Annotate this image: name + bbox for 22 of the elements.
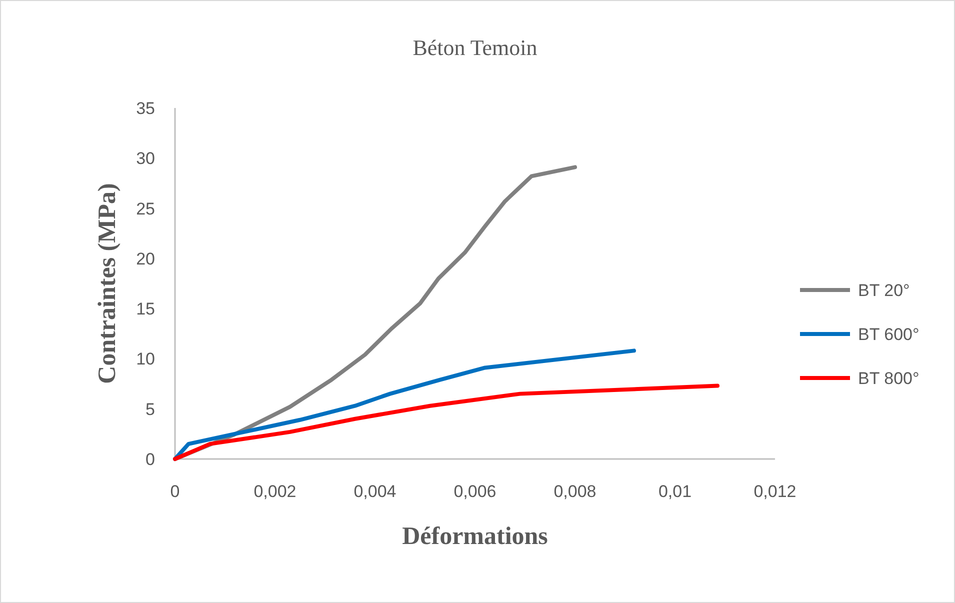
- x-tick-label: 0,004: [354, 482, 396, 501]
- y-tick-label: 15: [136, 300, 155, 319]
- y-tick-label: 10: [136, 350, 155, 369]
- legend-label: BT 20°: [858, 281, 910, 300]
- line-series: [173, 384, 720, 461]
- chart-title: Béton Temoin: [412, 35, 538, 60]
- x-tick-label: 0: [170, 482, 180, 501]
- x-axis-title: Déformations: [402, 523, 548, 550]
- y-tick-label: 20: [136, 249, 155, 268]
- x-tick-label: 0,012: [754, 482, 796, 501]
- y-tick-label: 25: [136, 199, 155, 218]
- y-axis-title: Contraintes (MPa): [94, 183, 121, 384]
- legend-label: BT 600°: [858, 325, 920, 344]
- y-tick-label: 0: [146, 450, 155, 469]
- legend-label: BT 800°: [858, 369, 920, 388]
- x-tick-label: 0,008: [554, 482, 596, 501]
- y-tick-label: 35: [136, 99, 155, 118]
- x-tick-label: 0,01: [658, 482, 692, 501]
- x-tick-label: 0,002: [254, 482, 296, 501]
- x-tick-label: 0,006: [454, 482, 496, 501]
- y-tick-label: 5: [146, 400, 155, 419]
- y-tick-label: 30: [136, 149, 155, 168]
